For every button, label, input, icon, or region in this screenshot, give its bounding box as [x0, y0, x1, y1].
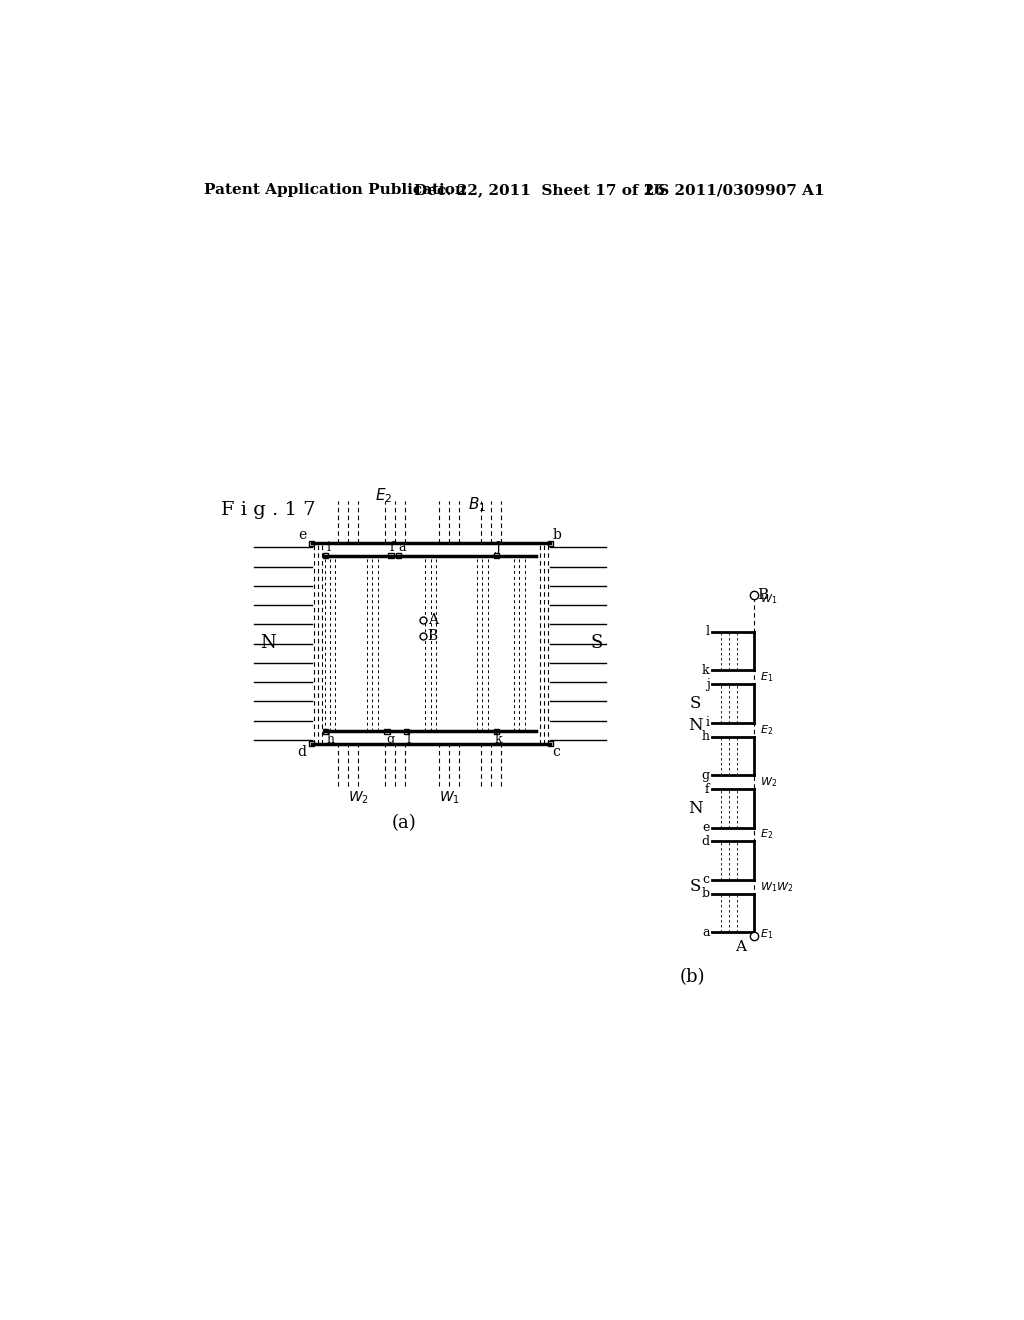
- Text: d: d: [701, 834, 710, 847]
- Text: $E_2$: $E_2$: [376, 486, 393, 506]
- Bar: [323, 729, 328, 734]
- Text: a: a: [398, 541, 407, 554]
- Text: e: e: [702, 821, 710, 834]
- Text: B: B: [428, 628, 438, 643]
- Text: Dec. 22, 2011  Sheet 17 of 26: Dec. 22, 2011 Sheet 17 of 26: [414, 183, 665, 197]
- Bar: [309, 541, 314, 546]
- Text: A: A: [735, 940, 746, 954]
- Text: F i g . 1 7: F i g . 1 7: [221, 502, 316, 519]
- Text: $E_1$: $E_1$: [761, 671, 774, 684]
- Text: l: l: [706, 626, 710, 639]
- Text: d: d: [297, 744, 306, 759]
- Text: g: g: [386, 733, 394, 746]
- Text: k: k: [495, 733, 503, 746]
- Text: S: S: [689, 696, 700, 711]
- Text: i: i: [327, 541, 331, 554]
- Text: N: N: [260, 635, 275, 652]
- Text: S: S: [689, 878, 700, 895]
- Text: Patent Application Publication: Patent Application Publication: [204, 183, 466, 197]
- Bar: [384, 729, 390, 734]
- Bar: [494, 553, 499, 558]
- Bar: [548, 741, 553, 746]
- Text: b: b: [701, 887, 710, 900]
- Text: $W_2$: $W_2$: [348, 789, 370, 807]
- Text: (b): (b): [680, 969, 706, 986]
- Text: c: c: [702, 874, 710, 887]
- Text: US 2011/0309907 A1: US 2011/0309907 A1: [645, 183, 824, 197]
- Text: c: c: [553, 744, 560, 759]
- Text: (a): (a): [391, 814, 417, 833]
- Text: N: N: [688, 800, 702, 817]
- Text: e: e: [298, 528, 306, 543]
- Text: $E_1$: $E_1$: [761, 927, 774, 941]
- Bar: [388, 553, 393, 558]
- Text: $E_2$: $E_2$: [761, 828, 773, 841]
- Text: $W_2$: $W_2$: [761, 775, 777, 789]
- Bar: [548, 541, 553, 546]
- Bar: [403, 729, 409, 734]
- Bar: [396, 553, 401, 558]
- Text: $E_2$: $E_2$: [761, 723, 773, 737]
- Text: B: B: [758, 587, 768, 602]
- Text: J: J: [495, 541, 500, 554]
- Text: l: l: [407, 733, 411, 746]
- Text: k: k: [702, 664, 710, 677]
- Bar: [323, 553, 328, 558]
- Bar: [494, 729, 499, 734]
- Text: j: j: [706, 677, 710, 690]
- Text: $B_1$: $B_1$: [468, 495, 486, 515]
- Text: i: i: [706, 717, 710, 730]
- Text: $W_1$: $W_1$: [438, 789, 460, 807]
- Text: f: f: [705, 783, 710, 796]
- Text: h: h: [701, 730, 710, 743]
- Text: g: g: [701, 768, 710, 781]
- Text: h: h: [327, 733, 335, 746]
- Text: A: A: [428, 614, 438, 627]
- Text: $W_1$: $W_1$: [761, 591, 777, 606]
- Text: a: a: [702, 925, 710, 939]
- Bar: [309, 741, 314, 746]
- Text: S: S: [590, 635, 603, 652]
- Text: f: f: [390, 541, 394, 554]
- Text: $W_1 W_2$: $W_1 W_2$: [761, 880, 794, 894]
- Text: b: b: [553, 528, 561, 543]
- Text: N: N: [688, 717, 702, 734]
